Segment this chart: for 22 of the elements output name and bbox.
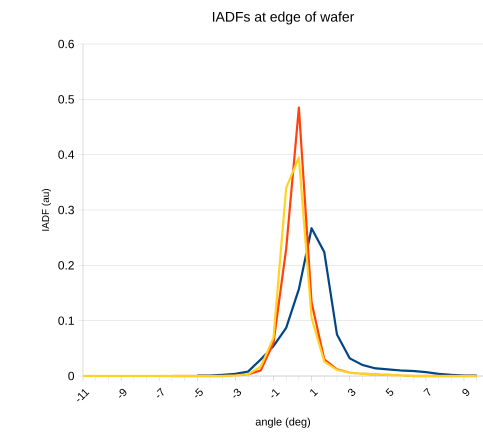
x-tick-label: -1 (271, 389, 280, 398)
y-tick-label: 0.1 (58, 316, 74, 325)
y-tick-label: 0.5 (58, 95, 74, 104)
line-series (196, 227, 478, 377)
x-axis-title: angle (deg) (256, 418, 310, 428)
y-tick-label: 0.4 (58, 150, 74, 159)
x-tick-label: -7 (156, 388, 164, 398)
y-tick-label: 0.3 (58, 206, 74, 214)
x-tick-label: -9 (119, 388, 126, 398)
x-tick-label: 9 (462, 388, 470, 396)
x-tick-label: 5 (386, 388, 394, 396)
x-tick-label: 3 (348, 388, 356, 396)
y-tick-label: 0 (68, 372, 74, 380)
x-tick-label: -11 (77, 389, 90, 402)
chart-title: IADFs at edge of wafer (212, 11, 354, 24)
x-tick-label: 1 (310, 389, 318, 396)
y-tick-label: 0.2 (58, 261, 74, 270)
x-tick-label: -3 (233, 388, 242, 398)
x-tick-label: -5 (195, 388, 203, 398)
x-tick-label: 7 (423, 388, 430, 396)
y-axis-title: IADF (au) (42, 189, 52, 231)
y-tick-label: 0.6 (58, 40, 74, 48)
